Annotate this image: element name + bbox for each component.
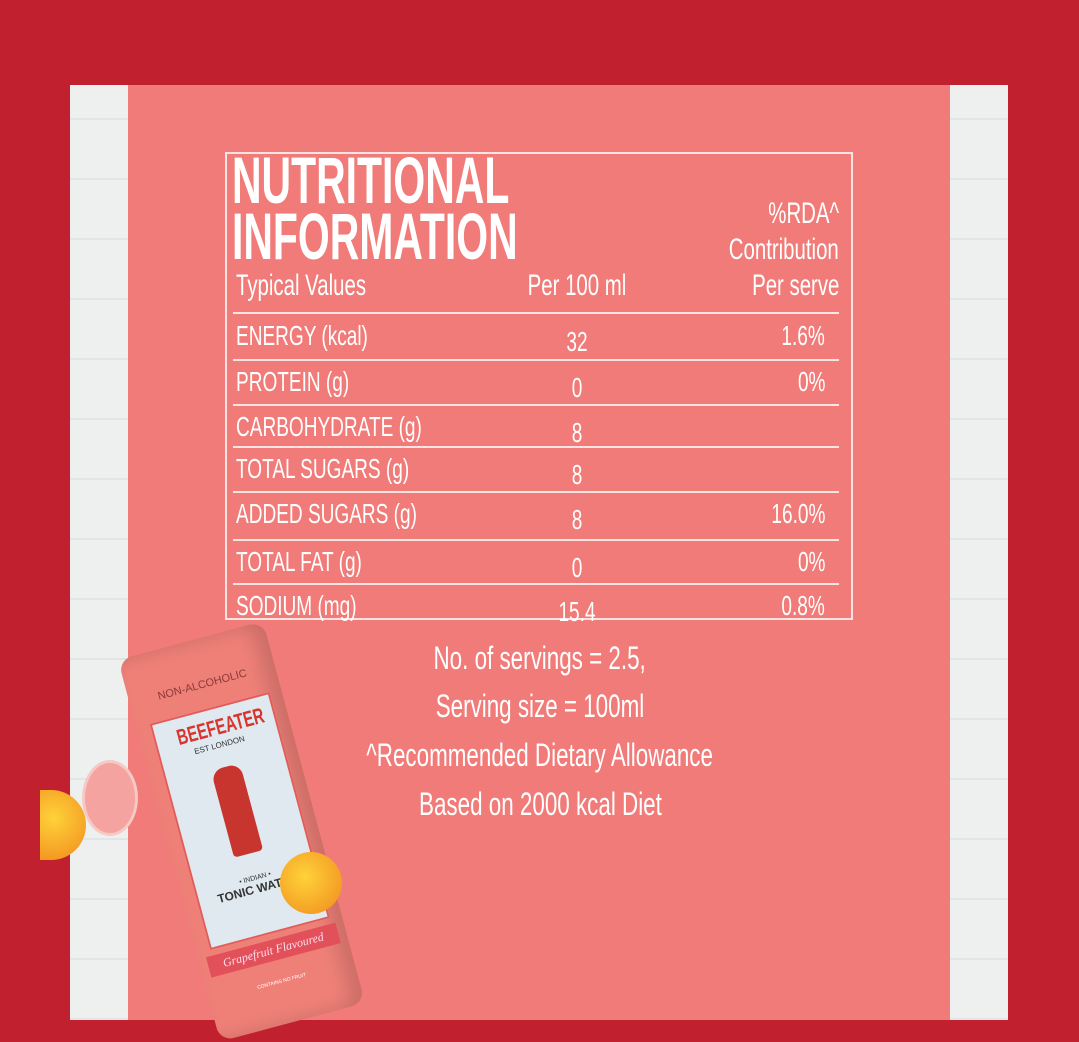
row-divider: [233, 404, 839, 406]
title-line-2: INFORMATION: [232, 199, 518, 273]
table-row: CARBOHYDRATE (g) 8: [233, 405, 839, 449]
per-100ml-value: 8: [571, 504, 583, 535]
diet-basis-text: Based on 2000 kcal Diet: [418, 786, 662, 822]
table-row: TOTAL SUGARS (g) 8: [233, 447, 839, 491]
orange-icon: [280, 852, 342, 914]
per-100ml-value: 8: [571, 417, 583, 448]
per-100ml-value: 0: [571, 372, 583, 403]
row-divider: [233, 359, 839, 361]
table-row: TOTAL FAT (g) 0 0%: [233, 540, 839, 584]
nutrient-name: TOTAL SUGARS (g): [236, 453, 410, 484]
per-100ml-value: 15.4: [558, 596, 596, 627]
title-line-1: NUTRITIONAL: [232, 143, 510, 217]
nutrient-name: PROTEIN (g): [236, 366, 350, 397]
servings-text: No. of servings = 2.5,: [433, 640, 647, 676]
row-divider: [233, 491, 839, 493]
rda-value: 0%: [797, 366, 825, 397]
rda-value: 16.0%: [771, 498, 825, 529]
row-divider: [233, 539, 839, 541]
rda-value: 0%: [797, 546, 825, 577]
nutrient-name: SODIUM (mg): [236, 590, 357, 621]
per-100ml-value: 8: [571, 459, 583, 490]
nutrient-name: ENERGY (kcal): [236, 320, 368, 351]
nutrition-table-border: [225, 152, 853, 620]
table-row: PROTEIN (g) 0 0%: [233, 360, 839, 404]
rda-value: 0.8%: [781, 590, 825, 621]
beefeater-figure-icon: [210, 762, 264, 858]
serving-size-text: Serving size = 100ml: [435, 688, 645, 724]
contribution-label: Contribution: [728, 233, 839, 266]
grapefruit-slice-icon: [82, 760, 138, 836]
rda-footnote: ^Recommended Dietary Allowance: [366, 737, 714, 773]
rda-value: 1.6%: [781, 320, 825, 351]
nutrient-name: CARBOHYDRATE (g): [236, 411, 422, 442]
per-100ml-header: Per 100 ml: [527, 269, 627, 302]
row-divider: [233, 446, 839, 448]
row-divider: [233, 583, 839, 585]
per-100ml-value: 32: [566, 326, 588, 357]
rda-header: %RDA^ Contribution Per serve: [677, 196, 839, 304]
brick-wall-right: [950, 85, 1008, 1020]
table-row: ENERGY (kcal) 32 1.6%: [233, 314, 839, 358]
typical-values-header: Typical Values: [236, 269, 367, 302]
nutrient-name: TOTAL FAT (g): [236, 546, 362, 577]
table-row: SODIUM (mg) 15.4 0.8%: [233, 584, 839, 628]
per-serve-label: Per serve: [751, 269, 839, 302]
rda-label: %RDA^: [768, 197, 839, 230]
per-100ml-value: 0: [571, 552, 583, 583]
divider: [233, 312, 839, 314]
table-row: ADDED SUGARS (g) 8 16.0%: [233, 492, 839, 536]
table-title: NUTRITIONAL INFORMATION: [232, 143, 693, 273]
brick-wall-left: [70, 85, 130, 1020]
nutrient-name: ADDED SUGARS (g): [236, 498, 417, 529]
